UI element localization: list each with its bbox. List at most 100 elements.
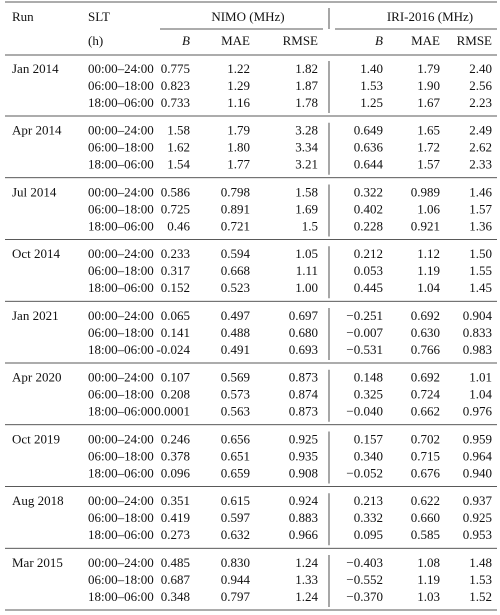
value-cell: 0.096 <box>161 465 191 480</box>
value-cell: 2.23 <box>469 95 492 110</box>
value-cell: 1.79 <box>227 123 250 138</box>
value-cell: 0.721 <box>221 218 250 233</box>
value-cell: 1.25 <box>360 95 383 110</box>
slt-cell: 06:00–18:00 <box>88 510 154 525</box>
value-cell: 0.585 <box>411 527 440 542</box>
value-cell: 1.19 <box>417 263 440 278</box>
value-cell: 0.213 <box>354 493 383 508</box>
value-cell: 1.58 <box>167 123 190 138</box>
value-cell: 3.34 <box>295 140 318 155</box>
value-cell: 2.56 <box>469 78 492 93</box>
value-cell: 0.615 <box>221 493 250 508</box>
value-cell: 1.80 <box>227 140 250 155</box>
slt-cell: 06:00–18:00 <box>88 572 154 587</box>
value-cell: 0.692 <box>411 308 440 323</box>
value-cell: 0.322 <box>354 184 383 199</box>
value-cell: 1.52 <box>469 589 492 604</box>
value-cell: 0.419 <box>161 510 190 525</box>
value-cell: 0.317 <box>161 263 191 278</box>
value-cell: 1.58 <box>295 184 318 199</box>
value-cell: 0.351 <box>161 493 190 508</box>
value-cell: 3.21 <box>295 157 318 172</box>
run-label: Jan 2014 <box>12 61 59 76</box>
value-cell: 1.87 <box>295 78 318 93</box>
value-cell: 1.22 <box>227 61 250 76</box>
value-cell: 0.959 <box>463 431 492 446</box>
slt-cell: 00:00–24:00 <box>88 493 154 508</box>
value-cell: 0.656 <box>221 431 251 446</box>
slt-cell: 06:00–18:00 <box>88 201 154 216</box>
slt-cell: 00:00–24:00 <box>88 555 154 570</box>
value-cell: 0.976 <box>463 404 493 419</box>
value-cell: 1.72 <box>417 140 440 155</box>
value-cell: 0.157 <box>354 431 384 446</box>
value-cell: 0.904 <box>463 308 493 323</box>
value-cell: −0.052 <box>346 465 383 480</box>
slt-cell: 18:00–06:00 <box>88 218 154 233</box>
iri-header: IRI-2016 (MHz) <box>387 9 473 24</box>
value-cell: 0.340 <box>354 448 383 463</box>
value-cell: 0.775 <box>161 61 190 76</box>
value-cell: −0.531 <box>346 342 383 357</box>
value-cell: 0.660 <box>411 510 440 525</box>
slt-cell: 18:00–06:00 <box>88 342 154 357</box>
value-cell: 0.569 <box>221 370 250 385</box>
value-cell: 0.573 <box>221 387 250 402</box>
value-cell: 1.08 <box>417 555 440 570</box>
value-cell: 0.586 <box>161 184 191 199</box>
slt-cell: 06:00–18:00 <box>88 140 154 155</box>
run-label: Oct 2014 <box>12 246 61 261</box>
value-cell: 0.823 <box>161 78 190 93</box>
value-cell: 0.687 <box>161 572 191 587</box>
value-cell: 0.921 <box>411 218 440 233</box>
value-cell: 1.12 <box>417 246 440 261</box>
column-header: RMSE <box>283 33 318 48</box>
value-cell: 0.733 <box>161 95 190 110</box>
run-header: Run <box>12 9 34 24</box>
value-cell: 0.644 <box>354 157 384 172</box>
value-cell: 0.594 <box>221 246 251 261</box>
value-cell: 0.212 <box>354 246 383 261</box>
value-cell: 1.01 <box>469 370 492 385</box>
slt-cell: 18:00–06:00 <box>88 404 154 419</box>
value-cell: 0.830 <box>221 555 250 570</box>
value-cell: 0.935 <box>289 448 318 463</box>
nimo-header: NIMO (MHz) <box>211 9 284 24</box>
value-cell: 1.04 <box>417 280 440 295</box>
value-cell: −0.251 <box>346 308 383 323</box>
value-cell: 0.246 <box>161 431 191 446</box>
value-cell: 2.49 <box>469 123 492 138</box>
value-cell: 0.724 <box>411 387 441 402</box>
value-cell: 0.523 <box>221 280 250 295</box>
value-cell: 0.680 <box>289 325 318 340</box>
value-cell: 1.67 <box>417 95 440 110</box>
run-label: Apr 2020 <box>12 370 61 385</box>
value-cell: 0.989 <box>411 184 440 199</box>
slt-cell: 06:00–18:00 <box>88 387 154 402</box>
value-cell: 1.53 <box>469 572 492 587</box>
value-cell: −0.552 <box>346 572 383 587</box>
run-label: Jul 2014 <box>12 184 57 199</box>
value-cell: 1.77 <box>227 157 250 172</box>
value-cell: 0.325 <box>354 387 383 402</box>
value-cell: 1.57 <box>469 201 492 216</box>
value-cell: 0.402 <box>354 201 383 216</box>
value-cell: 1.05 <box>295 246 318 261</box>
slt-cell: 00:00–24:00 <box>88 370 154 385</box>
value-cell: 0.497 <box>221 308 251 323</box>
value-cell: 0.944 <box>221 572 251 587</box>
value-cell: 0.636 <box>354 140 384 155</box>
value-cell: 0.693 <box>289 342 318 357</box>
value-cell: 0.676 <box>411 465 441 480</box>
value-cell: 0.697 <box>289 308 319 323</box>
value-cell: 1.5 <box>302 218 318 233</box>
slt-cell: 18:00–06:00 <box>88 95 154 110</box>
value-cell: 0.797 <box>221 589 251 604</box>
value-cell: 1.06 <box>417 201 440 216</box>
value-cell: 0.0001 <box>154 404 190 419</box>
column-header: RMSE <box>457 33 492 48</box>
value-cell: 1.46 <box>469 184 492 199</box>
slt-cell: 00:00–24:00 <box>88 431 154 446</box>
slt-cell: 06:00–18:00 <box>88 448 154 463</box>
column-header: B <box>375 33 383 48</box>
